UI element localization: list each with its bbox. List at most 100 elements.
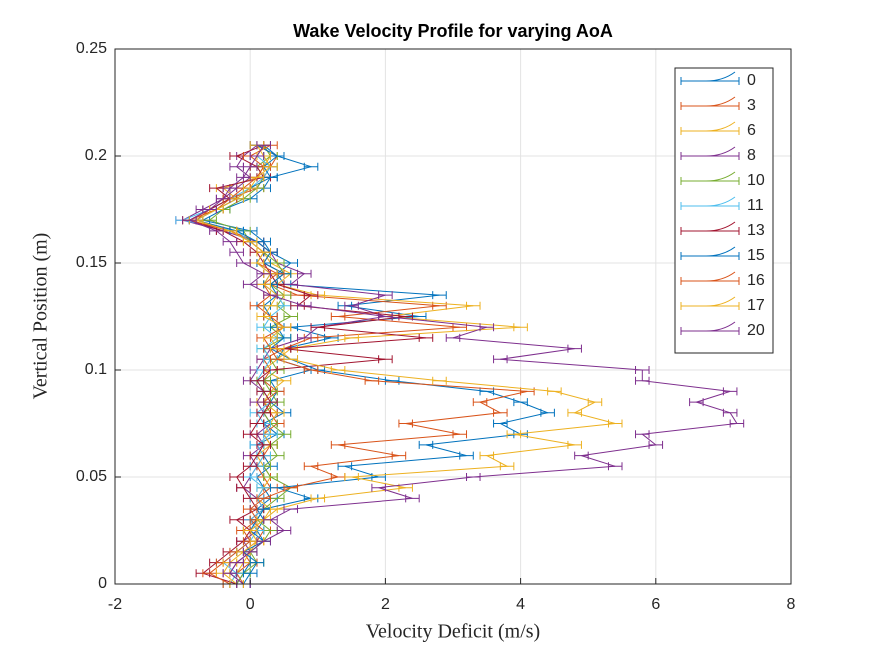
error-bar-shape	[242, 569, 258, 578]
error-bar-shape	[479, 323, 495, 332]
error-bar	[249, 451, 265, 460]
x-tick-label: 4	[516, 596, 525, 613]
error-bar	[722, 408, 738, 417]
error-bar	[635, 366, 650, 374]
error-bar	[310, 494, 326, 503]
legend-label: 17	[747, 297, 765, 314]
error-bar	[378, 355, 393, 364]
legend-swatch	[680, 196, 740, 210]
y-tick-label: 0.05	[76, 468, 107, 485]
axes-box	[114, 48, 792, 585]
error-bar-shape	[229, 473, 244, 481]
error-bar	[297, 333, 312, 342]
error-bar	[729, 419, 745, 428]
error-bar	[567, 440, 582, 449]
error-bar	[378, 291, 393, 300]
error-bar	[256, 537, 271, 546]
error-bar-shape	[513, 323, 528, 332]
legend-swatch	[680, 171, 740, 185]
x-tick-label: 0	[246, 596, 255, 613]
error-bar	[229, 558, 244, 567]
error-bar-shape	[466, 301, 481, 310]
legend-label: 15	[747, 247, 765, 264]
error-bar-shape	[242, 505, 258, 514]
chart-title: Wake Velocity Profile for varying AoA	[293, 21, 613, 41]
error-bar-shape	[722, 387, 738, 396]
error-bar-shape	[256, 248, 271, 257]
error-bar-shape	[567, 440, 582, 449]
error-bar-shape	[263, 333, 278, 342]
error-bar-shape	[493, 419, 508, 428]
error-bar-shape	[297, 333, 312, 342]
error-bar-shape	[249, 419, 265, 428]
error-bar-shape	[689, 398, 704, 407]
error-bar-shape	[635, 366, 650, 374]
error-bar	[499, 462, 515, 471]
error-bar	[337, 462, 353, 471]
error-bar	[215, 194, 231, 203]
error-bar	[182, 216, 197, 225]
error-bar	[242, 162, 258, 171]
error-bar-shape	[263, 430, 278, 439]
error-bar	[513, 323, 528, 332]
error-bar-shape	[263, 398, 278, 407]
error-bar-shape	[330, 366, 346, 374]
error-bar-shape	[466, 473, 481, 481]
error-bar-shape	[229, 515, 244, 524]
error-bar	[263, 398, 278, 407]
error-bar	[330, 440, 346, 449]
error-bar-shape	[513, 398, 528, 407]
error-bar-shape	[276, 526, 292, 535]
error-bar-shape	[452, 323, 468, 332]
error-bar	[344, 301, 359, 310]
error-bar-shape	[418, 333, 434, 342]
error-bar-shape	[236, 483, 251, 492]
error-bar-shape	[378, 355, 393, 364]
error-bar-shape	[391, 451, 407, 460]
error-bar-shape	[405, 494, 420, 503]
error-bar-shape	[587, 398, 603, 407]
error-bar	[371, 483, 386, 492]
legend-label: 13	[747, 222, 765, 239]
error-bar-shape	[256, 269, 271, 278]
error-bar	[242, 462, 258, 471]
y-axis-label: Vertical Position (m)	[30, 233, 52, 400]
error-bar	[229, 248, 244, 257]
error-bar	[330, 366, 346, 374]
error-bar-shape	[242, 462, 258, 471]
error-bar	[635, 430, 650, 439]
error-bar	[405, 494, 420, 503]
error-bar	[222, 237, 238, 246]
error-bar	[236, 173, 251, 182]
error-bar	[256, 440, 271, 449]
error-bar	[310, 323, 326, 332]
error-bar	[263, 291, 278, 300]
error-bar	[452, 323, 468, 332]
error-bar-shape	[567, 408, 582, 417]
error-bar	[384, 376, 400, 385]
error-bar-shape	[256, 494, 271, 503]
error-bar	[391, 451, 407, 460]
error-bar-shape	[202, 205, 217, 214]
legend-label: 0	[747, 72, 756, 89]
legend-label: 3	[747, 97, 756, 114]
error-bar-shape	[303, 162, 319, 171]
error-bar	[574, 451, 589, 460]
error-bar-shape	[499, 462, 515, 471]
axes: -2 0 2 4 6 800.050.10.150.20.25	[76, 40, 796, 613]
error-bar-shape	[222, 237, 238, 246]
plot-area	[175, 141, 745, 588]
error-bar	[222, 184, 238, 193]
error-bar	[689, 398, 704, 407]
error-bar-shape	[249, 376, 265, 385]
error-bar	[344, 473, 359, 481]
x-tick-label: 8	[787, 596, 796, 613]
error-bar	[297, 269, 312, 278]
error-bar	[229, 515, 244, 524]
error-bar	[249, 152, 265, 160]
error-bar-shape	[249, 451, 265, 460]
error-bar	[303, 366, 319, 374]
error-bar-shape	[574, 451, 589, 460]
error-bar-shape	[263, 301, 278, 310]
